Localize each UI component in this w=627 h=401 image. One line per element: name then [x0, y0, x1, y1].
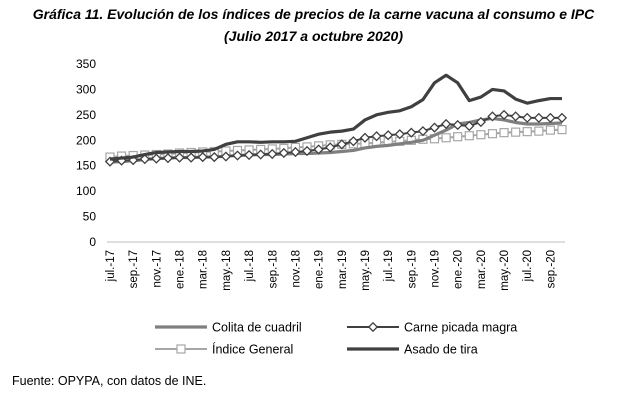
data-point-diamond — [290, 146, 301, 158]
y-tick-label: 350 — [76, 57, 96, 71]
data-point-square — [176, 344, 186, 354]
data-point-diamond — [545, 112, 556, 124]
data-point-diamond — [267, 148, 278, 160]
legend-label: Colita de cuadril — [212, 321, 302, 335]
chart-title: Gráfica 11. Evolución de los índices de … — [32, 6, 595, 22]
data-point-square — [499, 128, 509, 138]
x-tick-label: sep.-19 — [406, 250, 418, 288]
legend-entry: Colita de cuadril — [155, 321, 302, 335]
x-tick-label: may.-19 — [360, 250, 372, 291]
series-line — [109, 113, 562, 163]
x-tick-label: sep.-17 — [128, 250, 140, 288]
data-point-square — [534, 126, 544, 136]
data-point-diamond — [151, 153, 162, 164]
data-point-diamond — [440, 118, 452, 130]
data-point-diamond — [556, 112, 568, 124]
legend: Colita de cuadril Carne picada magra Índic… — [155, 321, 517, 357]
y-tick-label: 50 — [83, 210, 97, 224]
data-point-diamond — [186, 152, 197, 163]
legend-entry: Asado de tira — [347, 343, 478, 357]
data-point-diamond — [510, 111, 521, 122]
series-asado-de-tira — [109, 73, 562, 161]
data-point-diamond — [475, 116, 486, 128]
x-tick-label: ene.-20 — [453, 250, 465, 289]
series-layer — [104, 73, 568, 167]
chart-subtitle: (Julio 2017 a octubre 2020) — [224, 28, 403, 44]
legend-entry: Carne picada magra — [347, 321, 517, 335]
data-point-diamond — [313, 144, 324, 155]
data-point-diamond — [394, 129, 405, 140]
source-note: Fuente: OPYPA, con datos de INE. — [12, 374, 207, 388]
data-point-diamond — [359, 132, 371, 143]
data-point-diamond — [325, 142, 336, 153]
x-tick-label: jul.-20 — [522, 250, 534, 282]
data-point-square — [453, 132, 463, 142]
x-tick-label: may.-20 — [499, 250, 511, 291]
x-axis: jul.-17 sep.-17 nov.-17 ene.-18 mar.-18 may.-… — [105, 250, 557, 291]
data-point-diamond — [139, 153, 150, 165]
data-point-diamond — [336, 139, 347, 150]
series-carne-picada-magra — [104, 109, 568, 167]
y-tick-label: 150 — [76, 159, 96, 173]
data-point-diamond — [522, 112, 533, 124]
x-tick-label: sep.-18 — [267, 250, 279, 288]
y-tick-label: 200 — [76, 133, 96, 147]
x-tick-label: jul.-17 — [105, 250, 117, 282]
x-tick-label: nov.-17 — [151, 250, 163, 288]
data-point-diamond — [232, 150, 243, 161]
data-point-square — [545, 125, 556, 135]
data-point-diamond — [174, 152, 185, 163]
x-tick-label: jul.-18 — [244, 250, 256, 282]
data-point-square — [557, 125, 567, 135]
y-tick-label: 0 — [89, 235, 96, 249]
y-tick-label: 300 — [76, 82, 96, 96]
data-point-diamond — [464, 120, 475, 132]
data-point-diamond — [197, 151, 208, 163]
x-tick-label: nov.-18 — [290, 250, 302, 288]
x-tick-label: nov.-19 — [430, 250, 442, 288]
data-point-square — [522, 127, 532, 137]
data-point-diamond — [348, 136, 359, 147]
legend-label: Carne picada magra — [404, 321, 517, 335]
data-point-square — [441, 133, 451, 143]
x-tick-label: mar.-18 — [198, 250, 210, 289]
data-point-diamond — [162, 152, 174, 164]
data-point-diamond — [417, 126, 429, 137]
data-point-diamond — [406, 127, 417, 138]
x-tick-label: ene.-19 — [314, 250, 326, 289]
data-point-diamond — [209, 151, 220, 163]
x-tick-label: mar.-19 — [337, 250, 349, 289]
data-point-diamond — [383, 130, 394, 141]
data-point-square — [511, 127, 521, 137]
data-point-diamond — [278, 147, 289, 159]
data-point-square — [487, 129, 498, 139]
y-tick-label: 100 — [76, 184, 96, 198]
legend-entry: Índice General — [155, 342, 293, 357]
x-tick-label: sep.-20 — [545, 250, 557, 288]
y-tick-label: 250 — [76, 108, 96, 122]
data-point-square — [476, 130, 486, 140]
y-axis: 0 50 100 150 200 250 300 350 — [76, 57, 96, 249]
data-point-square — [464, 131, 474, 141]
data-point-diamond — [487, 111, 498, 122]
data-point-diamond — [371, 131, 382, 142]
legend-label: Asado de tira — [404, 343, 478, 357]
data-point-diamond — [533, 112, 544, 124]
x-tick-label: ene.-18 — [175, 250, 187, 289]
x-tick-label: mar.-20 — [476, 250, 488, 289]
data-point-diamond — [452, 119, 463, 131]
data-point-diamond — [243, 149, 255, 161]
series-line — [109, 73, 562, 161]
legend-label: Índice General — [212, 342, 293, 357]
data-point-diamond — [429, 122, 440, 133]
data-point-diamond — [498, 109, 510, 120]
data-point-diamond — [255, 149, 266, 160]
data-point-diamond — [220, 151, 232, 162]
x-tick-label: may.-18 — [221, 250, 233, 291]
data-point-diamond — [367, 321, 379, 333]
data-point-diamond — [301, 145, 313, 157]
x-tick-label: jul.-19 — [383, 250, 395, 282]
